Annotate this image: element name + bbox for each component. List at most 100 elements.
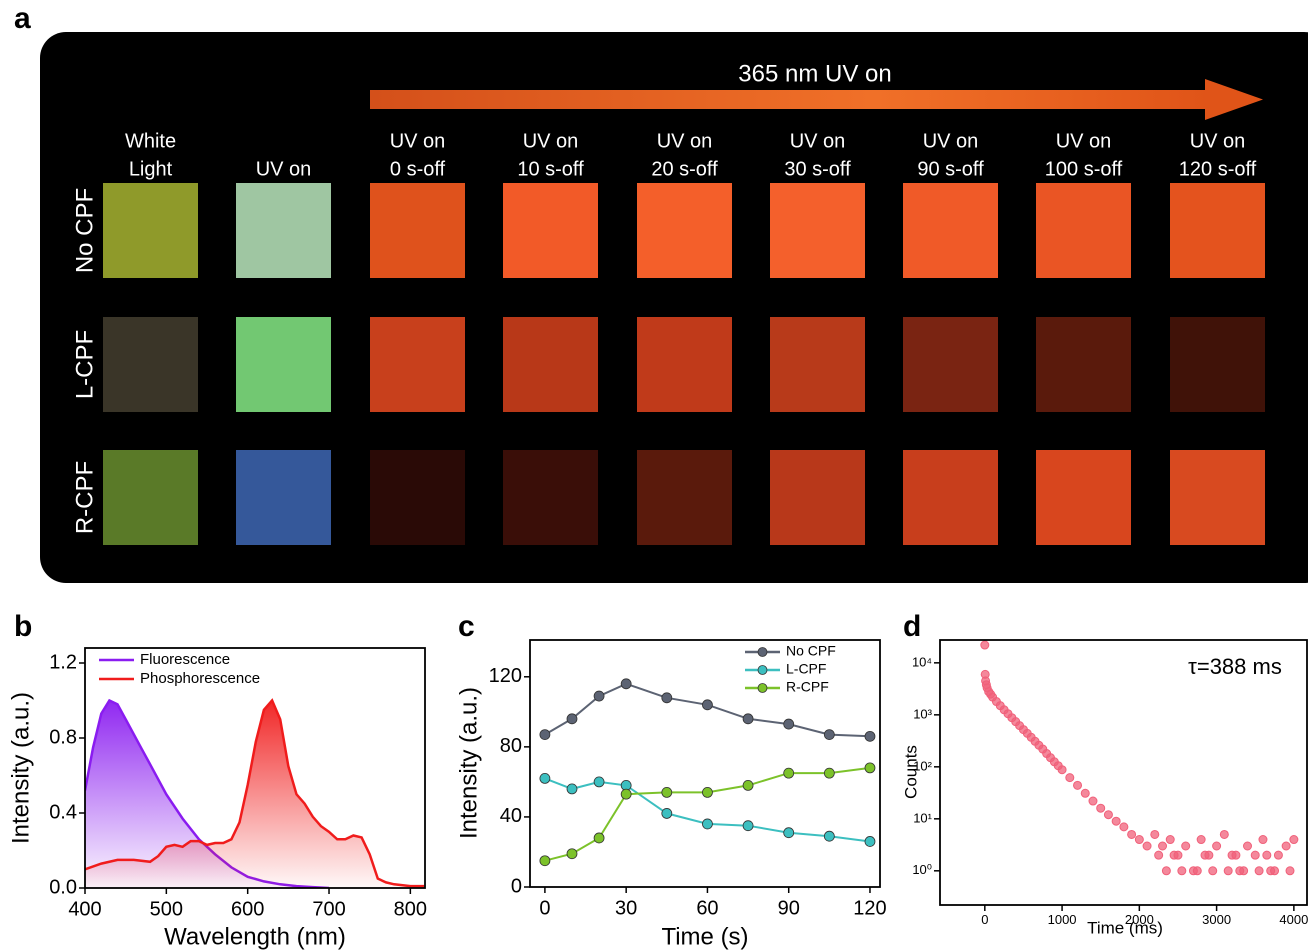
column-header: UV on (790, 130, 846, 152)
point (1200, 850, 1210, 860)
sample-photo (503, 183, 598, 278)
point (1169, 850, 1179, 860)
point (566, 713, 578, 725)
point (566, 848, 578, 860)
legend-marker (757, 665, 768, 675)
plot-area (539, 678, 876, 867)
sample-photo (1036, 183, 1131, 278)
point (783, 827, 795, 839)
point (593, 776, 605, 788)
legend-label: Fluorescence (140, 651, 230, 668)
sample-photo (903, 317, 998, 412)
legend-marker (757, 683, 768, 693)
point (1270, 866, 1280, 876)
point (1285, 866, 1295, 876)
legend-label: L-CPF (786, 661, 826, 677)
y-tick-label: 10³ (913, 706, 932, 721)
sample-photo (1170, 183, 1265, 278)
sample-photo (103, 450, 198, 545)
column-header: 10 s-off (517, 158, 584, 180)
point (1119, 822, 1129, 832)
y-tick-label: 0.0 (49, 876, 77, 898)
sample-photo (1036, 450, 1131, 545)
area-fill (85, 700, 425, 888)
point (1057, 765, 1067, 775)
sample-photo (370, 183, 465, 278)
y-tick-label: 0 (511, 875, 522, 897)
legend-marker (757, 647, 768, 657)
x-tick-label: 3000 (1202, 912, 1231, 927)
x-tick-label: 2000 (1125, 912, 1154, 927)
point (1239, 866, 1249, 876)
point (1181, 841, 1191, 851)
column-header: UV on (523, 130, 579, 152)
axes-frame (939, 639, 1308, 906)
sample-photo (903, 183, 998, 278)
point (742, 713, 754, 725)
point (1134, 835, 1144, 845)
column-header: UV on (390, 130, 446, 152)
point (661, 787, 673, 798)
column-header: 90 s-off (917, 158, 984, 180)
x-tick-label: 400 (68, 898, 101, 920)
plot-area (980, 640, 1299, 876)
point (742, 820, 754, 832)
point (1080, 788, 1090, 798)
sample-photo (103, 317, 198, 412)
point (1111, 816, 1121, 826)
x-tick-label: 0 (539, 897, 550, 919)
y-axis-label: Intensity (a.u.) (455, 687, 482, 839)
y-axis-label: Counts (901, 745, 920, 799)
point (864, 730, 876, 742)
sample-photo (770, 450, 865, 545)
column-header: 30 s-off (784, 158, 851, 180)
point (1158, 841, 1168, 851)
y-axis-label: Intensity (a.u.) (7, 692, 34, 844)
point (742, 779, 754, 791)
point (1219, 829, 1229, 839)
point (823, 729, 835, 740)
point (661, 808, 673, 819)
x-tick-label: 4000 (1279, 912, 1308, 927)
series-line (544, 766, 871, 862)
point (1231, 850, 1241, 860)
point (1161, 866, 1171, 876)
legend-label: No CPF (786, 643, 836, 659)
axes-frame (84, 647, 426, 889)
uv-arrow-head (1205, 79, 1263, 120)
point (1096, 803, 1106, 813)
point (1177, 866, 1187, 876)
point (1065, 773, 1075, 783)
point (1154, 850, 1164, 860)
point (1243, 841, 1253, 851)
point (1254, 866, 1264, 876)
x-tick-label: 800 (394, 898, 427, 920)
y-tick-label: 1.2 (49, 651, 77, 673)
y-tick-label: 80 (500, 735, 522, 757)
point (661, 692, 673, 704)
point (823, 767, 835, 779)
x-axis-label: Wavelength (nm) (164, 923, 346, 950)
area-fill (85, 700, 329, 888)
point (1196, 835, 1206, 845)
sample-photo (637, 450, 732, 545)
row-label: L-CPF (71, 330, 98, 399)
sample-photo (1170, 450, 1265, 545)
sample-photo (770, 183, 865, 278)
point (1088, 796, 1098, 806)
point (1223, 866, 1233, 876)
y-tick-label: 10¹ (913, 810, 932, 825)
column-header: White (125, 130, 176, 152)
sample-photo (503, 450, 598, 545)
sample-photo (503, 317, 598, 412)
row-label: R-CPF (71, 461, 98, 534)
y-tick-label: 0.8 (49, 726, 77, 748)
point (1250, 850, 1260, 860)
column-header: 20 s-off (651, 158, 718, 180)
sample-photo (903, 450, 998, 545)
sample-photo (370, 317, 465, 412)
point (593, 832, 605, 844)
point (1142, 841, 1152, 851)
point (1258, 835, 1268, 845)
point (593, 690, 605, 702)
